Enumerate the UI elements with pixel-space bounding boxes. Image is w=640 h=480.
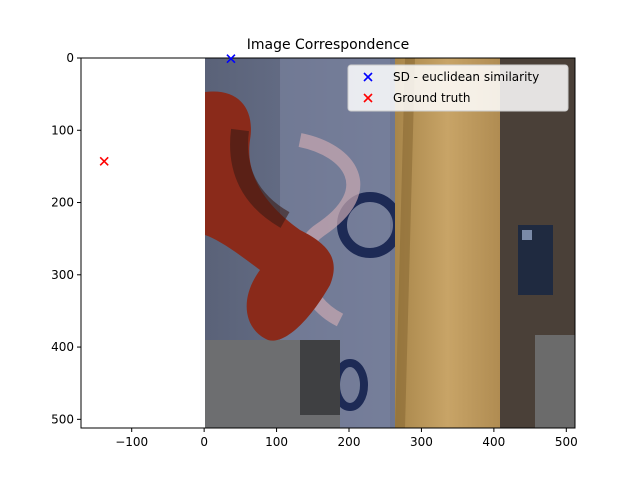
scatter-point-series-0 — [226, 54, 236, 64]
x-tick-label: 500 — [555, 435, 578, 449]
y-tick-label: 0 — [66, 51, 74, 65]
y-tick-label: 200 — [51, 196, 74, 210]
image-window-grid — [522, 230, 532, 240]
x-tick-label: 400 — [482, 435, 505, 449]
legend-label: SD - euclidean similarity — [393, 70, 539, 84]
legend-label: Ground truth — [393, 91, 471, 105]
background-image — [205, 58, 575, 428]
y-tick-label: 400 — [51, 340, 74, 354]
image-floor-piece — [535, 335, 575, 428]
y-tick-label: 500 — [51, 412, 74, 426]
chart-title: Image Correspondence — [247, 37, 410, 53]
image-wood-edge — [395, 58, 415, 428]
x-tick-label: 200 — [338, 435, 361, 449]
y-tick-label: 300 — [51, 268, 74, 282]
y-tick-label: 100 — [51, 123, 74, 137]
y-axis: 0 100 200 300 400 500 — [51, 51, 81, 426]
image-gray-box-dark — [300, 340, 340, 415]
legend: SD - euclidean similarity Ground truth — [347, 64, 569, 112]
image-red-robot-shade — [230, 128, 290, 228]
x-axis: −100 0 100 200 300 400 500 — [115, 428, 578, 449]
x-tick-label: 100 — [265, 435, 288, 449]
scatter-point-series-1 — [99, 156, 109, 166]
x-tick-label: 0 — [200, 435, 208, 449]
x-tick-label: 300 — [410, 435, 433, 449]
x-tick-label: −100 — [115, 435, 148, 449]
data-markers — [99, 54, 236, 166]
plot-area-frame — [80, 57, 576, 429]
legend-frame — [347, 64, 569, 112]
legend-marker-series-0 — [363, 72, 373, 82]
legend-marker-series-1 — [363, 93, 373, 103]
